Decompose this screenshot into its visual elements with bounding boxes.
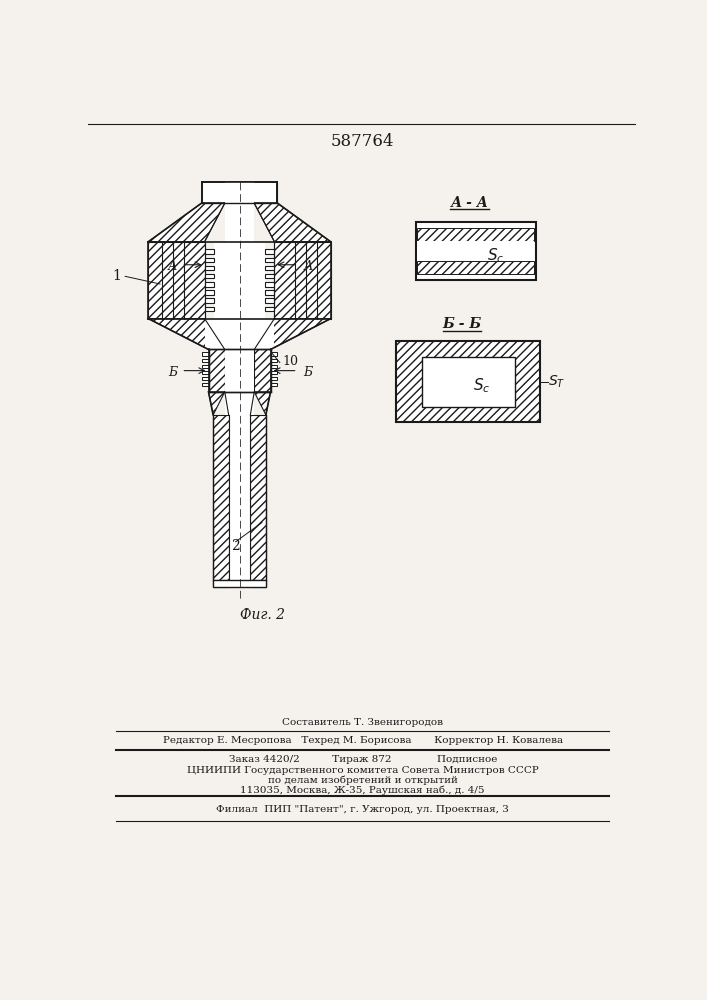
Text: 2: 2 <box>231 539 240 553</box>
Bar <box>213 580 266 587</box>
Text: 113035, Москва, Ж-35, Раушская наб., д. 4/5: 113035, Москва, Ж-35, Раушская наб., д. … <box>240 786 485 795</box>
Bar <box>202 352 209 356</box>
Bar <box>265 266 274 270</box>
Polygon shape <box>250 580 266 587</box>
Bar <box>202 371 209 374</box>
Bar <box>228 415 250 580</box>
Polygon shape <box>255 203 331 242</box>
Bar <box>271 365 276 368</box>
Bar <box>204 274 214 278</box>
Bar <box>202 359 209 362</box>
Bar <box>271 377 276 380</box>
Polygon shape <box>255 182 277 203</box>
Polygon shape <box>274 242 331 319</box>
Bar <box>201 182 277 203</box>
Text: Б: Б <box>303 366 312 379</box>
Bar <box>204 258 214 262</box>
Polygon shape <box>255 319 331 349</box>
Bar <box>265 274 274 278</box>
Bar <box>265 307 274 311</box>
Polygon shape <box>213 415 228 580</box>
Text: $S_c$: $S_c$ <box>486 246 504 265</box>
Text: Редактор Е. Месропова   Техред М. Борисова       Корректор Н. Ковалева: Редактор Е. Месропова Техред М. Борисова… <box>163 736 563 745</box>
Bar <box>204 298 214 303</box>
Text: $S_T$: $S_T$ <box>549 374 566 390</box>
Text: А - А: А - А <box>450 196 489 210</box>
Polygon shape <box>209 349 225 392</box>
Text: по делам изобретений и открытий: по делам изобретений и открытий <box>268 776 457 785</box>
Bar <box>225 349 255 392</box>
Polygon shape <box>255 349 271 392</box>
Text: А: А <box>304 260 313 273</box>
Bar <box>204 282 214 287</box>
Polygon shape <box>250 415 266 580</box>
Text: 1: 1 <box>112 269 122 283</box>
Text: Б - Б: Б - Б <box>443 317 481 331</box>
Bar <box>271 359 276 362</box>
Polygon shape <box>255 392 271 415</box>
Text: Фиг. 2: Фиг. 2 <box>240 608 285 622</box>
Polygon shape <box>148 242 204 319</box>
Text: ЦНИИПИ Государственного комитета Совета Министров СССР: ЦНИИПИ Государственного комитета Совета … <box>187 766 539 775</box>
Text: Б: Б <box>168 366 177 379</box>
Text: Заказ 4420/2          Тираж 872              Подписное: Заказ 4420/2 Тираж 872 Подписное <box>228 755 497 764</box>
Text: Филиал  ПИП "Патент", г. Ужгород, ул. Проектная, 3: Филиал ПИП "Патент", г. Ужгород, ул. Про… <box>216 805 509 814</box>
Bar <box>397 341 540 422</box>
Bar <box>265 258 274 262</box>
Bar <box>202 377 209 380</box>
Bar <box>265 282 274 287</box>
Bar <box>271 352 276 356</box>
Bar <box>421 357 515 407</box>
Polygon shape <box>148 319 225 349</box>
Text: $S_c$: $S_c$ <box>474 376 491 395</box>
Polygon shape <box>209 392 225 415</box>
Text: Составитель Т. Звенигородов: Составитель Т. Звенигородов <box>282 718 443 727</box>
Bar <box>271 383 276 386</box>
Polygon shape <box>417 261 534 274</box>
Bar <box>204 307 214 311</box>
Bar <box>202 365 209 368</box>
Text: А: А <box>168 260 177 273</box>
Bar <box>225 319 255 349</box>
Bar <box>225 203 255 242</box>
Bar <box>265 290 274 295</box>
Bar <box>271 371 276 374</box>
Bar <box>416 222 536 280</box>
Bar <box>204 249 214 254</box>
Bar <box>209 349 271 392</box>
Bar <box>204 319 274 349</box>
Bar <box>204 290 214 295</box>
Polygon shape <box>417 228 534 241</box>
Polygon shape <box>148 203 225 242</box>
Bar <box>265 298 274 303</box>
Bar <box>265 249 274 254</box>
Bar <box>225 392 255 415</box>
Bar <box>225 182 255 203</box>
Polygon shape <box>213 580 228 587</box>
Text: 587764: 587764 <box>331 133 395 150</box>
Bar <box>417 241 534 261</box>
Text: 10: 10 <box>282 355 298 368</box>
Bar <box>214 242 265 319</box>
Bar <box>204 266 214 270</box>
Polygon shape <box>201 182 225 203</box>
Bar <box>202 383 209 386</box>
